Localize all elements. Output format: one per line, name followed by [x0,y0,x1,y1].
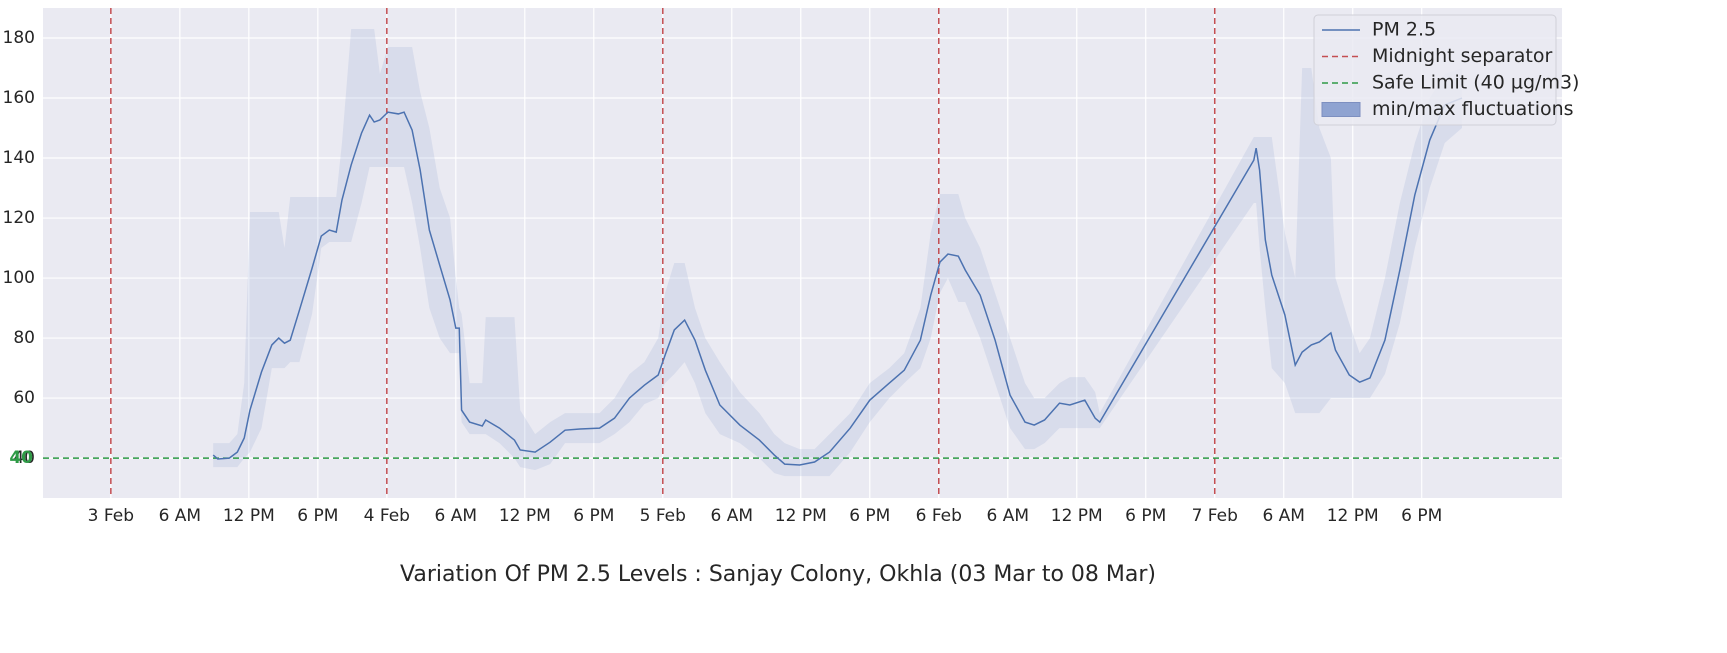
x-tick-label: 6 PM [849,506,890,526]
legend-label: Midnight separator [1372,45,1552,67]
x-tick-label: 6 PM [1125,506,1166,526]
y-tick-label: 160 [3,88,35,108]
x-tick-label: 12 PM [1051,506,1103,526]
legend-label: Safe Limit (40 µg/m3) [1372,72,1579,94]
y-tick-label: 40 [13,448,35,468]
marks [43,8,1562,498]
x-tick-label: 6 PM [1401,506,1442,526]
pm25-line [212,97,1463,466]
legend-box [1313,14,1557,126]
legend-swatch [1321,102,1361,117]
x-tick-label: 12 PM [499,506,551,526]
y-tick-label: 140 [3,148,35,168]
x-tick-label: 12 PM [1327,506,1379,526]
x-tick-label: 6 PM [297,506,338,526]
plot-area [43,8,1562,498]
x-tick-label: 6 Feb [916,506,962,526]
x-tick-label: 6 AM [711,506,754,526]
x-tick-label: 6 AM [435,506,478,526]
y-tick-label: 100 [3,268,35,288]
y-tick-label: 80 [13,328,35,348]
legend: PM 2.5 Midnight separator Safe Limit (40 µ… [1313,14,1579,126]
y-tick-label: 60 [13,388,35,408]
x-tick-label: 6 AM [159,506,202,526]
legend-label: min/max fluctuations [1372,98,1574,120]
chart-title: Variation Of PM 2.5 Levels : Sanjay Colo… [400,562,1156,587]
x-tick-label: 3 Feb [88,506,134,526]
x-tick-label: 4 Feb [364,506,410,526]
min-max-band [213,29,1462,477]
x-tick-label: 12 PM [775,506,827,526]
x-tick-label: 6 AM [1262,506,1305,526]
x-tick-label: 5 Feb [640,506,686,526]
legend-label: PM 2.5 [1372,19,1436,41]
x-tick-label: 12 PM [223,506,275,526]
y-tick-label: 180 [3,28,35,48]
x-tick-label: 7 Feb [1192,506,1238,526]
labels: 40 60 80 100 120 140 160 180 3 Feb 6 AM 12 PM 6 PM 4… [3,28,1443,526]
x-tick-label: 6 AM [986,506,1029,526]
y-tick-label: 120 [3,208,35,228]
x-tick-label: 6 PM [573,506,614,526]
safe-limit-label: 40 [9,448,33,468]
